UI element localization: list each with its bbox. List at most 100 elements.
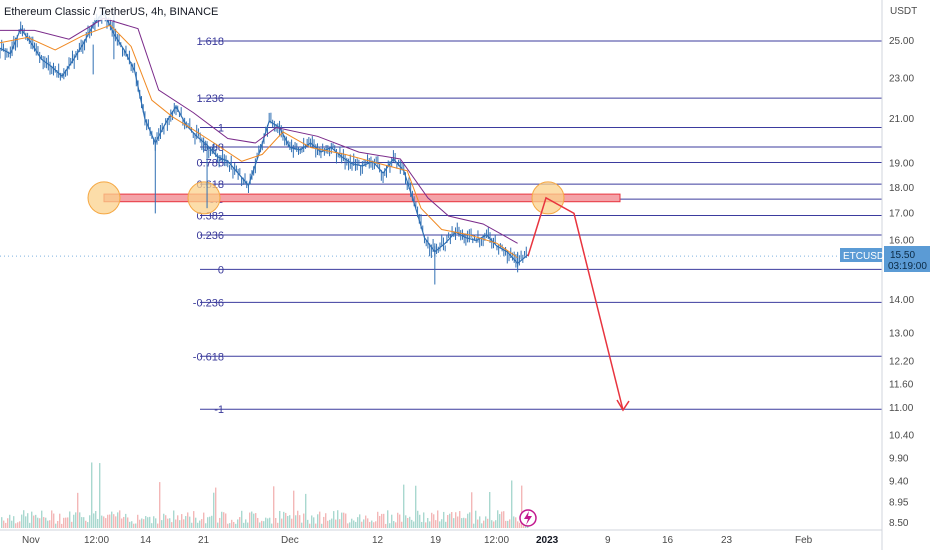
volume-bar <box>225 513 227 528</box>
volume-bar <box>229 523 231 528</box>
volume-bar <box>159 482 161 528</box>
volume-bar <box>281 518 283 528</box>
price-line <box>0 10 529 265</box>
volume-layer <box>1 462 529 528</box>
fib-label: 1.618 <box>196 36 224 48</box>
volume-bar <box>425 522 427 528</box>
volume-bar <box>253 513 255 528</box>
volume-bar <box>77 492 79 528</box>
volume-bar <box>433 514 435 528</box>
volume-bar <box>63 517 65 528</box>
touch-circle[interactable] <box>187 181 221 215</box>
volume-bar <box>267 518 269 528</box>
volume-bar <box>67 517 69 528</box>
volume-bar <box>275 517 277 528</box>
volume-bar <box>439 521 441 528</box>
price-badge <box>884 246 930 272</box>
volume-bar <box>469 512 471 528</box>
volume-bar <box>435 520 437 528</box>
volume-bar <box>1 517 3 528</box>
lightning-icon[interactable] <box>519 509 537 527</box>
volume-bar <box>103 516 105 528</box>
projection-arrow[interactable] <box>527 196 624 411</box>
volume-bar <box>57 520 59 528</box>
volume-bar <box>493 521 495 528</box>
volume-bar <box>507 520 509 528</box>
chart-title: Ethereum Classic / TetherUS, 4h, BINANCE <box>4 6 218 18</box>
volume-bar <box>161 520 163 528</box>
touch-circle[interactable] <box>531 181 565 215</box>
volume-bar <box>485 516 487 528</box>
volume-bar <box>405 515 407 528</box>
volume-bar <box>227 523 229 528</box>
volume-bar <box>475 510 477 528</box>
price-tick-label: 13.00 <box>889 328 914 339</box>
price-tick-label: 19.00 <box>889 159 914 170</box>
volume-bar <box>459 511 461 528</box>
volume-bar <box>289 515 291 528</box>
volume-bar <box>463 517 465 528</box>
volume-bar <box>369 521 371 528</box>
volume-bar <box>141 518 143 528</box>
volume-bar <box>377 511 379 528</box>
volume-bar <box>213 492 215 528</box>
volume-bar <box>483 520 485 528</box>
volume-bar <box>471 492 473 528</box>
volume-bar <box>255 513 257 528</box>
volume-bar <box>269 517 271 528</box>
volume-bar <box>201 519 203 528</box>
volume-bar <box>197 522 199 528</box>
volume-bar <box>251 511 253 528</box>
volume-bar <box>503 511 505 528</box>
volume-bar <box>277 522 279 528</box>
volume-bar <box>187 512 189 528</box>
volume-bar <box>177 515 179 528</box>
price-tick-label: 21.00 <box>889 114 914 125</box>
volume-bar <box>361 521 363 528</box>
volume-bar <box>375 521 377 528</box>
volume-bar <box>427 517 429 528</box>
volume-bar <box>185 516 187 528</box>
volume-bar <box>359 514 361 528</box>
volume-bar <box>237 519 239 528</box>
volume-bar <box>115 516 117 528</box>
volume-bar <box>481 523 483 528</box>
volume-bar <box>351 518 353 528</box>
volume-bar <box>515 517 517 528</box>
volume-bar <box>249 512 251 528</box>
volume-bar <box>171 522 173 528</box>
volume-bar <box>299 515 301 528</box>
volume-bar <box>155 518 157 528</box>
price-tick-label: 25.00 <box>889 36 914 47</box>
volume-bar <box>403 484 405 528</box>
volume-bar <box>499 514 501 528</box>
volume-bar <box>215 487 217 528</box>
volume-bar <box>339 519 341 528</box>
volume-bar <box>257 517 259 528</box>
volume-bar <box>455 512 457 528</box>
volume-bar <box>355 521 357 528</box>
volume-bar <box>349 522 351 528</box>
volume-bar <box>297 510 299 528</box>
volume-bar <box>353 520 355 528</box>
volume-bar <box>411 519 413 528</box>
volume-bar <box>99 463 101 528</box>
volume-bar <box>491 520 493 528</box>
volume-bar <box>287 515 289 528</box>
time-tick-label: 19 <box>430 535 442 546</box>
volume-bar <box>379 515 381 528</box>
volume-bar <box>395 522 397 528</box>
volume-bar <box>97 518 99 528</box>
price-tick-label: 11.00 <box>889 403 914 414</box>
ma-orange-line <box>0 24 518 259</box>
volume-bar <box>13 516 15 528</box>
volume-bar <box>21 514 23 528</box>
volume-bar <box>431 512 433 528</box>
volume-bar <box>61 523 63 528</box>
volume-bar <box>389 523 391 528</box>
fib-label: 0.786 <box>196 158 224 170</box>
touch-circle[interactable] <box>87 181 121 215</box>
volume-bar <box>203 512 205 528</box>
